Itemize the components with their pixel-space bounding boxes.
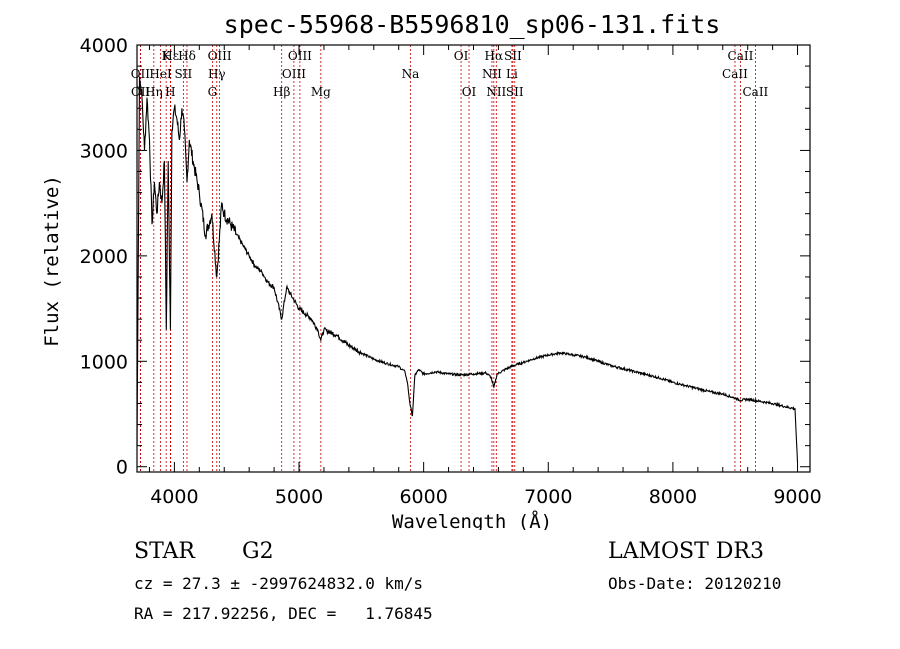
plot-frame xyxy=(136,44,811,473)
line-markers xyxy=(139,45,756,472)
line-marker-label: Na xyxy=(402,67,420,81)
spectrum-chart: spec-55968-B5596810_sp06-131.fits HεOIIO… xyxy=(41,10,822,530)
y-axis-label: Flux (relative) xyxy=(41,175,63,347)
y-tick-label: 1000 xyxy=(80,351,128,373)
line-marker-label: CaII xyxy=(728,49,754,63)
x-tick-label: 8000 xyxy=(649,486,697,508)
line-marker-label: Hη xyxy=(145,85,163,99)
redshift-cz: cz = 27.3 ± -2997624832.0 km/s xyxy=(134,574,423,593)
line-marker-label: K xyxy=(162,49,172,63)
y-axis-ticks: 0 1000 2000 3000 4000 xyxy=(80,35,810,479)
line-marker-label: CaII xyxy=(742,85,768,99)
line-marker-label: OI xyxy=(454,49,469,63)
line-marker-label: OI xyxy=(462,85,477,99)
line-marker-label: Li xyxy=(506,67,518,81)
line-marker-label: Hβ xyxy=(273,85,290,99)
line-marker-label: CaII xyxy=(722,67,748,81)
line-marker-label: SII xyxy=(175,67,193,81)
x-tick-label: 9000 xyxy=(773,486,821,508)
line-marker-label: Hγ xyxy=(208,67,226,81)
x-tick-label: 4000 xyxy=(150,486,198,508)
x-axis-label: Wavelength (Å) xyxy=(392,510,552,530)
x-axis-ticks: 4000 5000 6000 7000 8000 9000 xyxy=(148,45,822,508)
line-marker-label: Hδ xyxy=(178,49,196,63)
x-tick-label: 7000 xyxy=(524,486,572,508)
x-tick-label: 5000 xyxy=(275,486,323,508)
object-class: STAR xyxy=(134,539,195,564)
y-tick-label: 4000 xyxy=(80,35,128,57)
y-tick-label: 0 xyxy=(116,457,128,479)
y-tick-label: 3000 xyxy=(80,140,128,162)
line-marker-label: NII xyxy=(486,85,506,99)
line-marker-label: H xyxy=(165,85,175,99)
line-marker-label: Hα xyxy=(485,49,504,63)
line-marker-label: G xyxy=(208,85,218,99)
spectral-subclass: G2 xyxy=(242,539,274,564)
obs-date: Obs-Date: 20120210 xyxy=(608,574,782,593)
line-marker-label: OIII xyxy=(208,49,232,63)
line-marker-label: NII xyxy=(482,67,502,81)
line-marker-label: HeI xyxy=(149,67,172,81)
ra-dec: RA = 217.92256, DEC = 1.76845 xyxy=(134,604,433,623)
x-tick-label: 6000 xyxy=(399,486,447,508)
spectrum-line xyxy=(136,76,799,463)
line-marker-label: OIII xyxy=(288,49,312,63)
line-marker-label: OIII xyxy=(282,67,306,81)
line-marker-label: Mg xyxy=(311,85,331,99)
line-marker-label: OII xyxy=(131,67,151,81)
survey-name: LAMOST DR3 xyxy=(608,539,764,564)
chart-title: spec-55968-B5596810_sp06-131.fits xyxy=(224,10,721,39)
line-marker-label: SII xyxy=(506,85,524,99)
y-tick-label: 2000 xyxy=(80,246,128,268)
line-marker-label: SII xyxy=(504,49,522,63)
